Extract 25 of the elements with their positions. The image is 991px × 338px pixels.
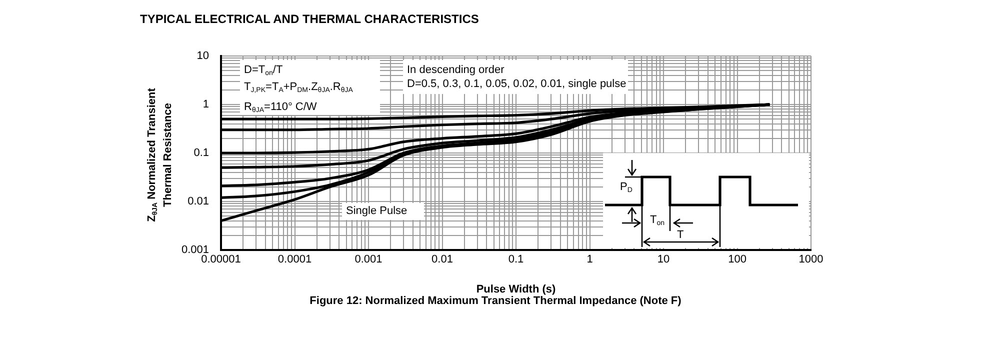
x-tick-label: 0.01 bbox=[432, 254, 453, 266]
text: T$_{J,PK}$=T$_{A}$+P$_{DM}$.Z$_{θJA}$.R$_{θJA}$ bbox=[244, 81, 353, 94]
y-tick-label: 10 bbox=[196, 50, 209, 62]
chart-title: TYPICAL ELECTRICAL AND THERMAL CHARACTERISTICS bbox=[140, 12, 479, 26]
x-tick-label: 100 bbox=[728, 254, 746, 266]
y-tick-label: 0.01 bbox=[188, 196, 209, 208]
annotation: In descending order bbox=[407, 63, 504, 77]
x-axis-title: Pulse Width (s) bbox=[476, 283, 556, 296]
caption: Figure 12: Normalized Maximum Transient Thermal Impedance (Note F) bbox=[308, 295, 682, 307]
annotation: T$_{on}$ bbox=[650, 213, 665, 229]
x-tick-label: 0.00001 bbox=[201, 254, 241, 266]
x-tick-label: 1000 bbox=[798, 254, 824, 266]
x-tick-label: 1 bbox=[586, 254, 593, 266]
y-tick-label: 0.1 bbox=[194, 147, 209, 160]
annotation: Single Pulse bbox=[346, 204, 408, 218]
x-tick-label: 0.0001 bbox=[278, 254, 312, 266]
annotation: P$_{D}$ bbox=[620, 180, 632, 196]
x-tick-label: 10 bbox=[657, 254, 670, 266]
annotation: D=0.5, 0.3, 0.1, 0.05, 0.02, 0.01, single pulse bbox=[407, 77, 626, 91]
y-tick-label: 1 bbox=[202, 98, 209, 111]
annotation: D=T$_{on}$/T bbox=[244, 63, 283, 79]
annotation: R$_{θJA}$=110° C/W bbox=[244, 100, 317, 116]
x-tick-label: 0.001 bbox=[354, 254, 382, 266]
x-tick-label: 0.1 bbox=[508, 254, 524, 266]
annotation: T bbox=[677, 228, 684, 242]
